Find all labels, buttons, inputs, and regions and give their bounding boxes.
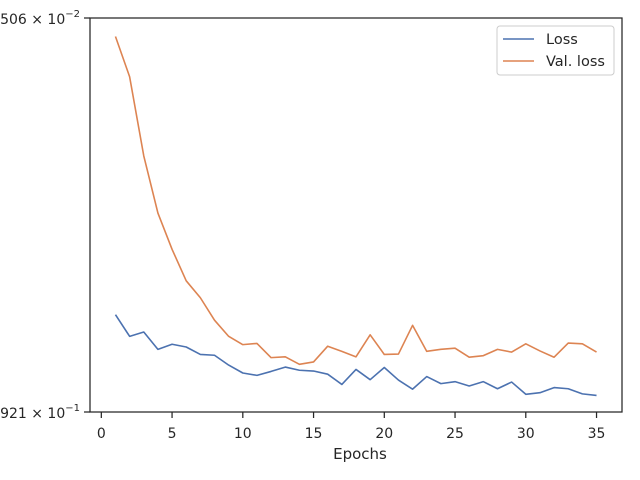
x-axis-ticks: 0 5 10 15 20 25 30 35 [97,412,606,442]
series-line-loss [114,314,597,397]
x-tick-label-30: 30 [517,426,535,442]
y-tick-top-times: × 10 [27,12,65,28]
y-tick-bottom-times: × 10 [27,406,65,422]
x-tick-label-20: 20 [375,426,393,442]
x-tick-label-25: 25 [446,426,464,442]
y-tick-top-mantissa: 2506 [0,12,27,28]
x-tick-label-35: 35 [588,426,606,442]
legend-label-val-loss: Val. loss [546,54,605,70]
series-layer [114,36,597,397]
y-tick-bottom-exponent: −1 [65,403,80,414]
legend-label-loss: Loss [546,32,578,48]
legend: Loss Val. loss [496,25,615,76]
x-tick-label-10: 10 [234,426,252,442]
y-tick-label-top: 2506 × 10−2 [0,9,80,28]
x-tick-label-5: 5 [168,426,177,442]
x-tick-label-0: 0 [97,426,106,442]
series-line-val-loss [114,36,597,366]
plot-frame [89,17,623,413]
y-tick-top-exponent: −2 [65,9,80,20]
x-axis-label: Epochs [333,445,387,463]
x-tick-label-15: 15 [305,426,323,442]
